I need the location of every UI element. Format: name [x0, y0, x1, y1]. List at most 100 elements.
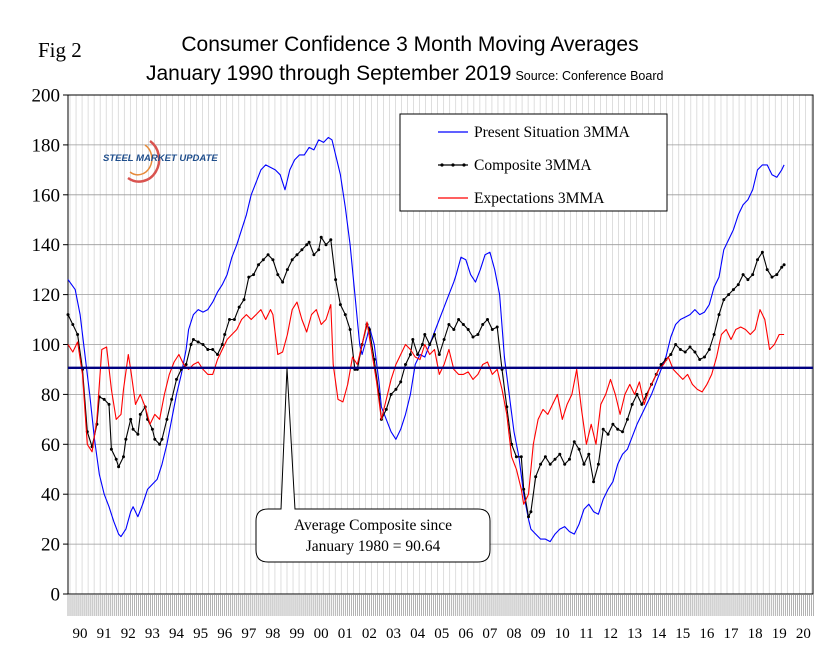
series-point	[114, 457, 118, 461]
legend-marker-composite-1	[440, 163, 444, 167]
x-tick-label: 94	[169, 626, 185, 642]
x-tick-label: 99	[290, 626, 305, 642]
series-point	[232, 318, 236, 321]
series-point	[153, 437, 157, 441]
x-tick-label: 18	[748, 626, 763, 642]
x-tick-label: 14	[651, 626, 667, 642]
legend-box	[399, 113, 668, 212]
y-tick-label: 100	[32, 335, 61, 356]
series-point	[261, 258, 265, 262]
series-point	[765, 268, 769, 272]
series-point	[606, 432, 610, 436]
steel-market-update-logo: STEEL MARKET UPDATE	[103, 139, 218, 183]
series-point	[257, 263, 260, 267]
series-point	[416, 353, 420, 356]
series-point	[285, 268, 289, 272]
x-tick-label: 93	[145, 626, 160, 642]
series-point	[305, 243, 309, 247]
series-point	[616, 427, 620, 431]
series-point	[527, 515, 530, 519]
series-point	[189, 343, 193, 346]
series-point	[519, 455, 523, 459]
series-point	[760, 250, 764, 254]
series-point	[384, 407, 388, 411]
series-point	[707, 348, 711, 351]
x-tick-label: 01	[338, 626, 353, 642]
series-point	[568, 457, 571, 461]
series-point	[122, 455, 125, 459]
series-point	[266, 253, 270, 257]
series-point	[324, 243, 328, 247]
figure-label: Fig 2	[38, 38, 82, 62]
series-point	[389, 392, 393, 396]
average-annotation: Average Composite since January 1980 = 9…	[255, 367, 491, 563]
series-point	[408, 353, 412, 356]
series-point	[423, 333, 427, 336]
series-point	[66, 313, 70, 317]
x-tick-label: 92	[121, 626, 136, 642]
series-point	[228, 318, 231, 321]
series-point	[486, 318, 489, 321]
logo-text: STEEL MARKET UPDATE	[103, 153, 218, 164]
series-point	[343, 313, 347, 317]
series-line-0	[67, 136, 785, 543]
series-point	[107, 402, 111, 406]
series-point	[447, 323, 451, 326]
annotation-pointer	[280, 367, 296, 510]
legend-marker-composite-2	[451, 163, 455, 167]
y-tick-label: 0	[51, 585, 61, 606]
annotation-callout	[255, 508, 491, 563]
x-tick-labels: 90 91 92 93 94 95 96 97 98 99 00 01 02 03 04 05 06 07 08 09…	[73, 626, 811, 642]
series-point	[319, 235, 323, 239]
series-point	[312, 253, 316, 257]
series-point	[674, 343, 678, 346]
series-point	[457, 318, 461, 321]
series-point	[420, 343, 424, 346]
x-tick-label: 08	[507, 626, 522, 642]
series-point	[596, 462, 600, 466]
series-point	[712, 333, 716, 336]
series-point	[601, 427, 605, 431]
series-point	[271, 258, 275, 262]
x-tick-label: 05	[434, 626, 449, 642]
x-tick-label: 20	[796, 626, 811, 642]
series-point	[577, 447, 581, 451]
x-tick-label: 00	[314, 626, 329, 642]
series-point	[160, 437, 164, 441]
series-point	[775, 273, 779, 277]
series-point	[334, 278, 338, 282]
series-point	[276, 273, 280, 277]
series-point	[109, 447, 113, 451]
logo-swoosh-icon	[127, 139, 161, 183]
series-point	[659, 363, 663, 366]
legend-label-composite: Composite 3MMA	[474, 157, 592, 174]
series-lines	[66, 136, 786, 543]
series-point	[158, 442, 162, 446]
series-point	[466, 328, 470, 331]
series-point	[102, 397, 106, 401]
series-point	[722, 298, 726, 302]
series-point	[329, 238, 333, 242]
series-point	[688, 345, 692, 349]
y-tick-label: 60	[41, 435, 60, 456]
series-point	[76, 333, 80, 336]
series-point	[683, 350, 687, 354]
y-tick-label: 180	[32, 135, 61, 156]
series-point	[703, 355, 706, 359]
x-tick-label: 95	[193, 626, 208, 642]
series-point	[399, 380, 403, 384]
series-point	[587, 452, 591, 456]
x-tick-label: 09	[531, 626, 546, 642]
x-tick-label: 13	[627, 626, 642, 642]
chart-title: Consumer Confidence 3 Month Moving Avera…	[181, 33, 639, 56]
series-point	[247, 275, 251, 279]
series-point	[131, 427, 135, 431]
series-point	[290, 258, 294, 262]
series-point	[630, 402, 634, 406]
series-point	[138, 412, 142, 416]
logo-swoosh-inner-icon	[129, 144, 153, 176]
series-point	[437, 353, 441, 356]
series-point	[252, 273, 256, 277]
series-point	[117, 465, 121, 469]
series-point	[539, 462, 543, 466]
